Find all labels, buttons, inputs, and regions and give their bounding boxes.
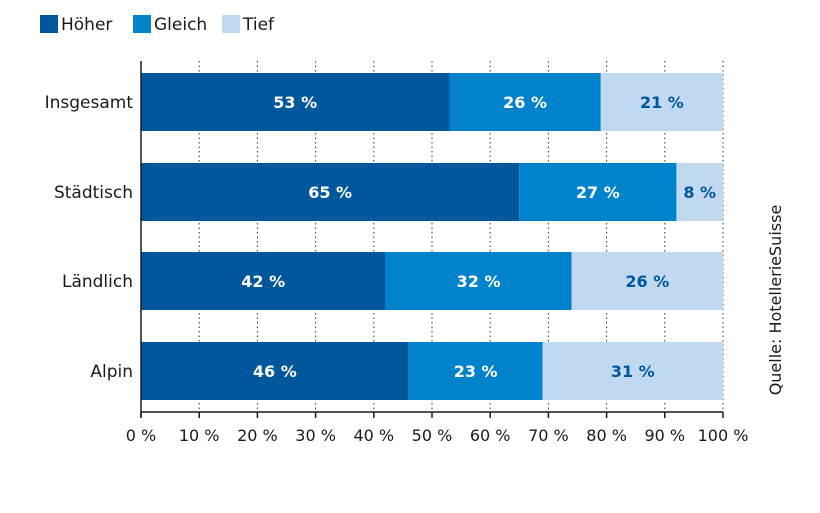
bars: 53 % 26 % 21 % 65 % 27 % 8 % 42 % 32 % 26 % 46 % 2… [141,73,723,400]
category-label-alpin: Alpin [90,362,133,382]
bar-laendlich-hoeher [141,252,386,310]
category-labels: Insgesamt Städtisch Ländlich Alpin [45,93,134,382]
x-tick-label-80: 80 % [586,426,627,445]
x-tick-label-90: 90 % [644,426,685,445]
category-label-staedtisch: Städtisch [54,183,133,203]
bar-alpin-tief [542,342,723,400]
bar-label-laendlich-tief: 26 % [625,272,669,291]
x-tick-label-100: 100 % [698,426,749,445]
bar-label-laendlich-hoeher: 42 % [241,272,285,291]
bar-label-insgesamt-tief: 21 % [640,93,684,112]
bar-label-alpin-tief: 31 % [611,362,655,381]
bar-label-staedtisch-hoeher: 65 % [308,183,352,202]
legend-swatch-tief [222,15,240,33]
legend-label-hoeher: Höher [61,15,112,35]
legend-swatch-gleich [133,15,151,33]
bar-alpin-gleich [408,342,543,400]
bar-laendlich-tief [571,252,723,310]
bar-alpin-hoeher [141,342,409,400]
legend-label-gleich: Gleich [154,15,207,35]
x-axis: 0 % 10 % 20 % 30 % 40 % 50 % 60 % 70 % 80 % 90 % 1… [126,61,749,445]
bar-staedtisch-hoeher [141,163,520,221]
legend-swatch-hoeher [40,15,58,33]
bar-insgesamt-gleich [449,73,601,131]
x-tick-label-60: 60 % [470,426,511,445]
x-tick-label-10: 10 % [179,426,220,445]
bar-label-alpin-gleich: 23 % [454,362,498,381]
bar-label-insgesamt-gleich: 26 % [503,93,547,112]
bar-label-alpin-hoeher: 46 % [253,362,297,381]
x-tick-label-50: 50 % [412,426,453,445]
x-tick-label-0: 0 % [126,426,156,445]
x-tick-label-40: 40 % [353,426,394,445]
bar-insgesamt-tief [600,73,723,131]
legend-label-tief: Tief [242,15,275,35]
bar-label-laendlich-gleich: 32 % [457,272,501,291]
category-label-insgesamt: Insgesamt [45,93,134,113]
bar-laendlich-gleich [385,252,572,310]
x-tick-label-30: 30 % [295,426,336,445]
x-tick-label-70: 70 % [528,426,569,445]
bar-staedtisch-tief [676,163,723,221]
source-label: Quelle: HotellerieSuisse [766,205,785,396]
bar-label-insgesamt-hoeher: 53 % [273,93,317,112]
bar-staedtisch-gleich [519,163,677,221]
bar-label-staedtisch-tief: 8 % [683,183,716,202]
category-label-laendlich: Ländlich [62,272,133,292]
x-tick-label-20: 20 % [237,426,278,445]
bar-insgesamt-hoeher [141,73,450,131]
legend: Höher Gleich Tief [40,15,275,35]
bar-label-staedtisch-gleich: 27 % [576,183,620,202]
